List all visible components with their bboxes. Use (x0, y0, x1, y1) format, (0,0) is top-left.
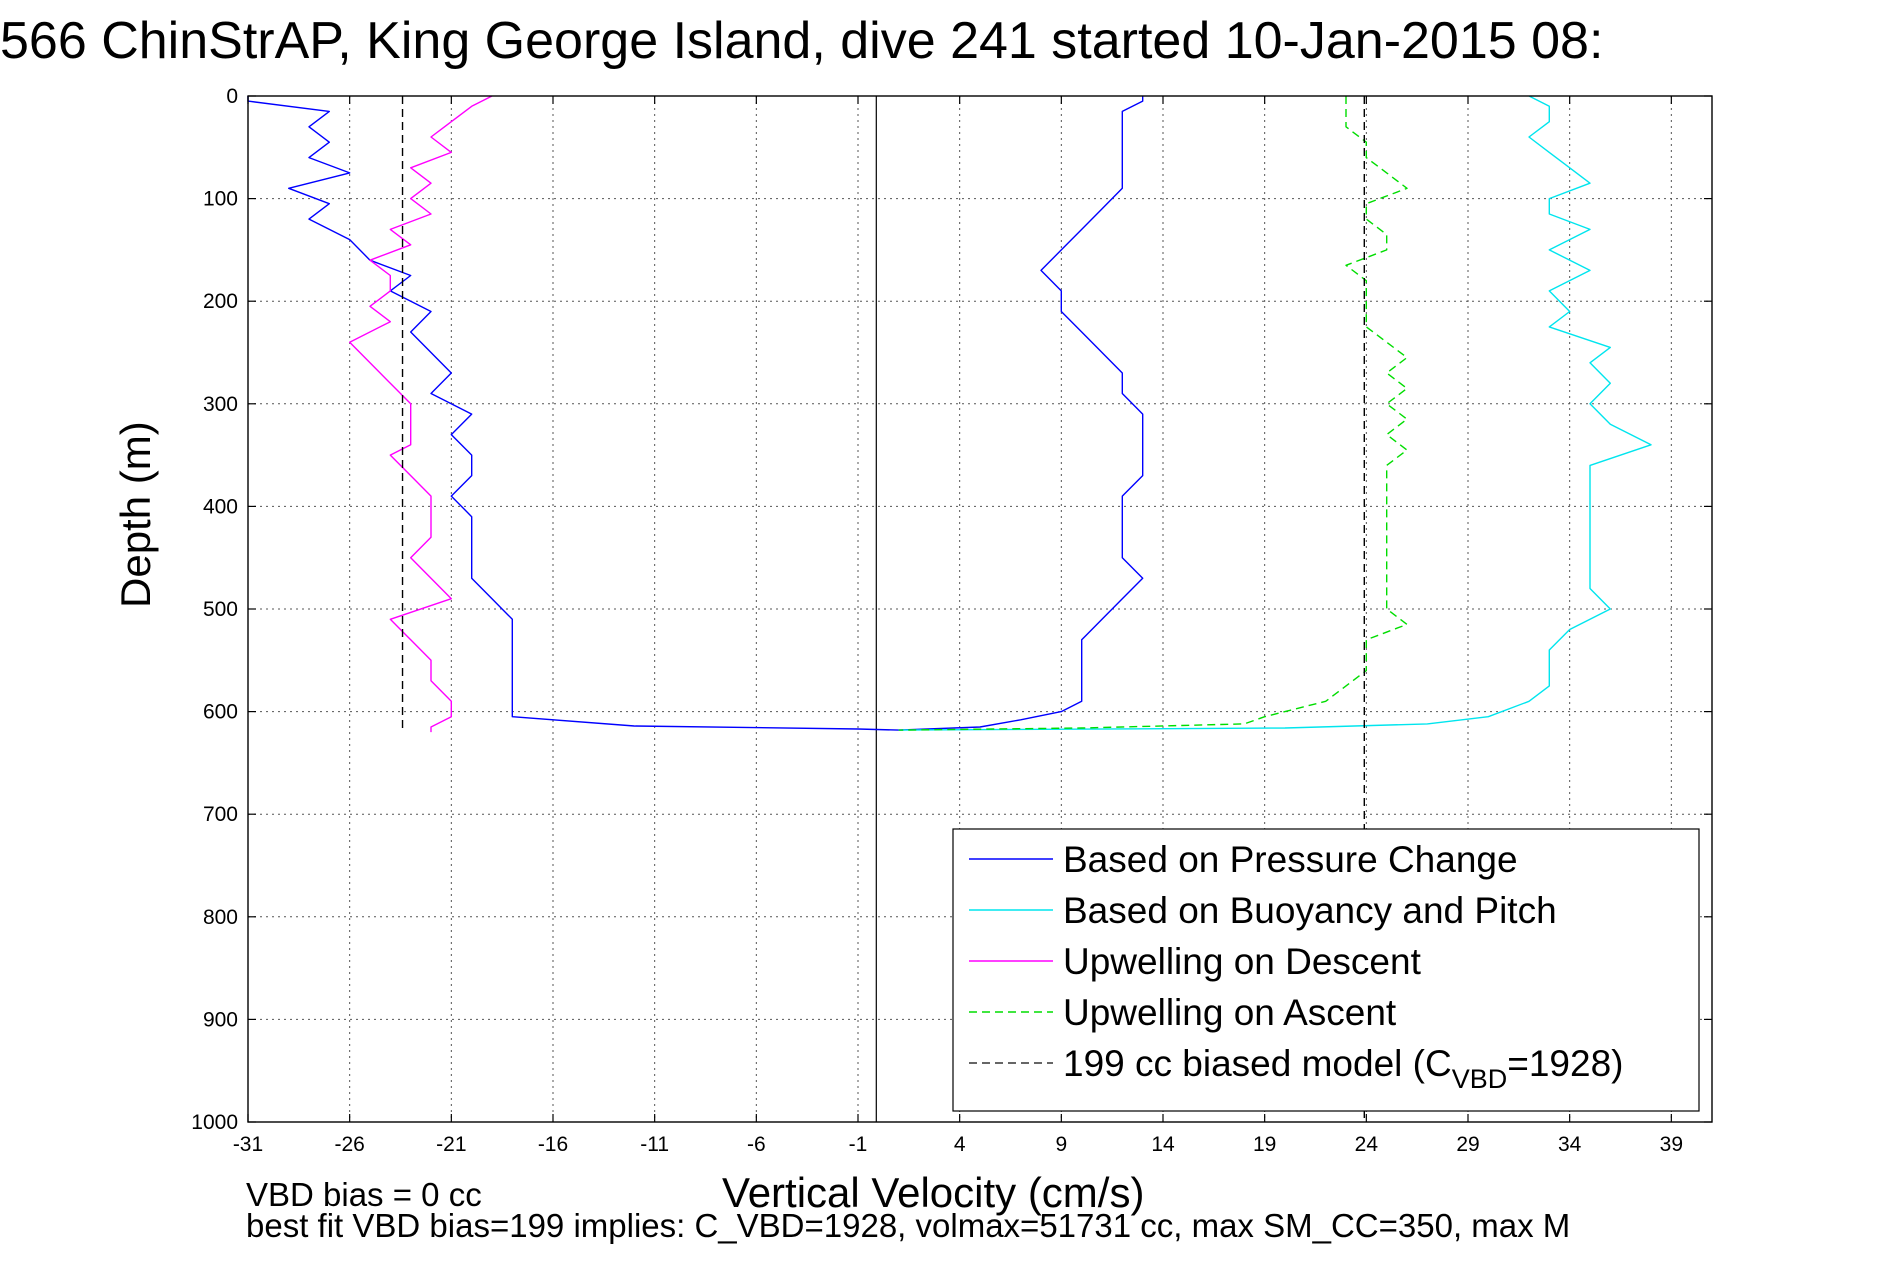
x-tick-label: -11 (640, 1133, 669, 1156)
series-line-1 (898, 95, 1652, 731)
y-tick-label: 1000 (191, 1111, 238, 1134)
x-tick-label: 14 (1151, 1133, 1175, 1156)
x-tick-label: 4 (954, 1133, 966, 1156)
x-tick-label: -6 (747, 1133, 766, 1156)
x-tick-label: 29 (1456, 1133, 1479, 1156)
legend: Based on Pressure Change Based on Buoyanc… (952, 828, 1700, 1112)
series-line-0 (247, 96, 1144, 731)
x-tick-label: 34 (1558, 1133, 1582, 1156)
legend-label: Based on Buoyancy and Pitch (1063, 890, 1557, 931)
y-tick-label: 600 (203, 701, 238, 724)
y-axis-label: Depth (m) (112, 421, 159, 608)
y-tick-label: 0 (226, 85, 238, 108)
x-tick-label: -26 (334, 1133, 364, 1156)
y-tick-label: 400 (203, 495, 238, 518)
series-line-3 (898, 96, 1408, 731)
legend-box (952, 828, 1700, 1112)
y-tick-label: 300 (203, 393, 238, 416)
axes-frame (247, 95, 1713, 1123)
y-tick-label: 700 (203, 803, 238, 826)
x-tick-label: -16 (538, 1133, 568, 1156)
series-layer (247, 95, 1652, 1122)
x-tick-label: 9 (1055, 1133, 1067, 1156)
x-tick-label: -21 (436, 1133, 466, 1156)
vbd-bias-note: VBD bias = 0 cc (246, 1176, 482, 1213)
legend-label: Upwelling on Descent (1063, 941, 1422, 982)
legend-label: Based on Pressure Change (1063, 839, 1518, 880)
ticks-layer: -31 -26 -21 -16 -11 -6 -1 4 9 14 19 24 29 34 39 0 100 200… (191, 85, 1713, 1156)
chart-title: 566 ChinStrAP, King George Island, dive … (0, 12, 1603, 70)
x-tick-label: 39 (1660, 1133, 1683, 1156)
y-tick-label: 500 (203, 598, 238, 621)
series-line-2 (349, 95, 493, 733)
x-tick-label: -1 (849, 1133, 868, 1156)
x-axis-label: Vertical Velocity (cm/s) (722, 1169, 1144, 1216)
legend-label: Upwelling on Ascent (1063, 992, 1397, 1033)
best-fit-note: best fit VBD bias=199 implies: C_VBD=192… (246, 1207, 1570, 1244)
y-tick-label: 200 (203, 290, 238, 313)
x-tick-label: 19 (1253, 1133, 1276, 1156)
x-tick-label: 24 (1355, 1133, 1379, 1156)
y-tick-label: 800 (203, 906, 238, 929)
y-tick-label: 900 (203, 1008, 238, 1031)
y-tick-label: 100 (203, 188, 238, 211)
x-tick-label: -31 (233, 1133, 263, 1156)
